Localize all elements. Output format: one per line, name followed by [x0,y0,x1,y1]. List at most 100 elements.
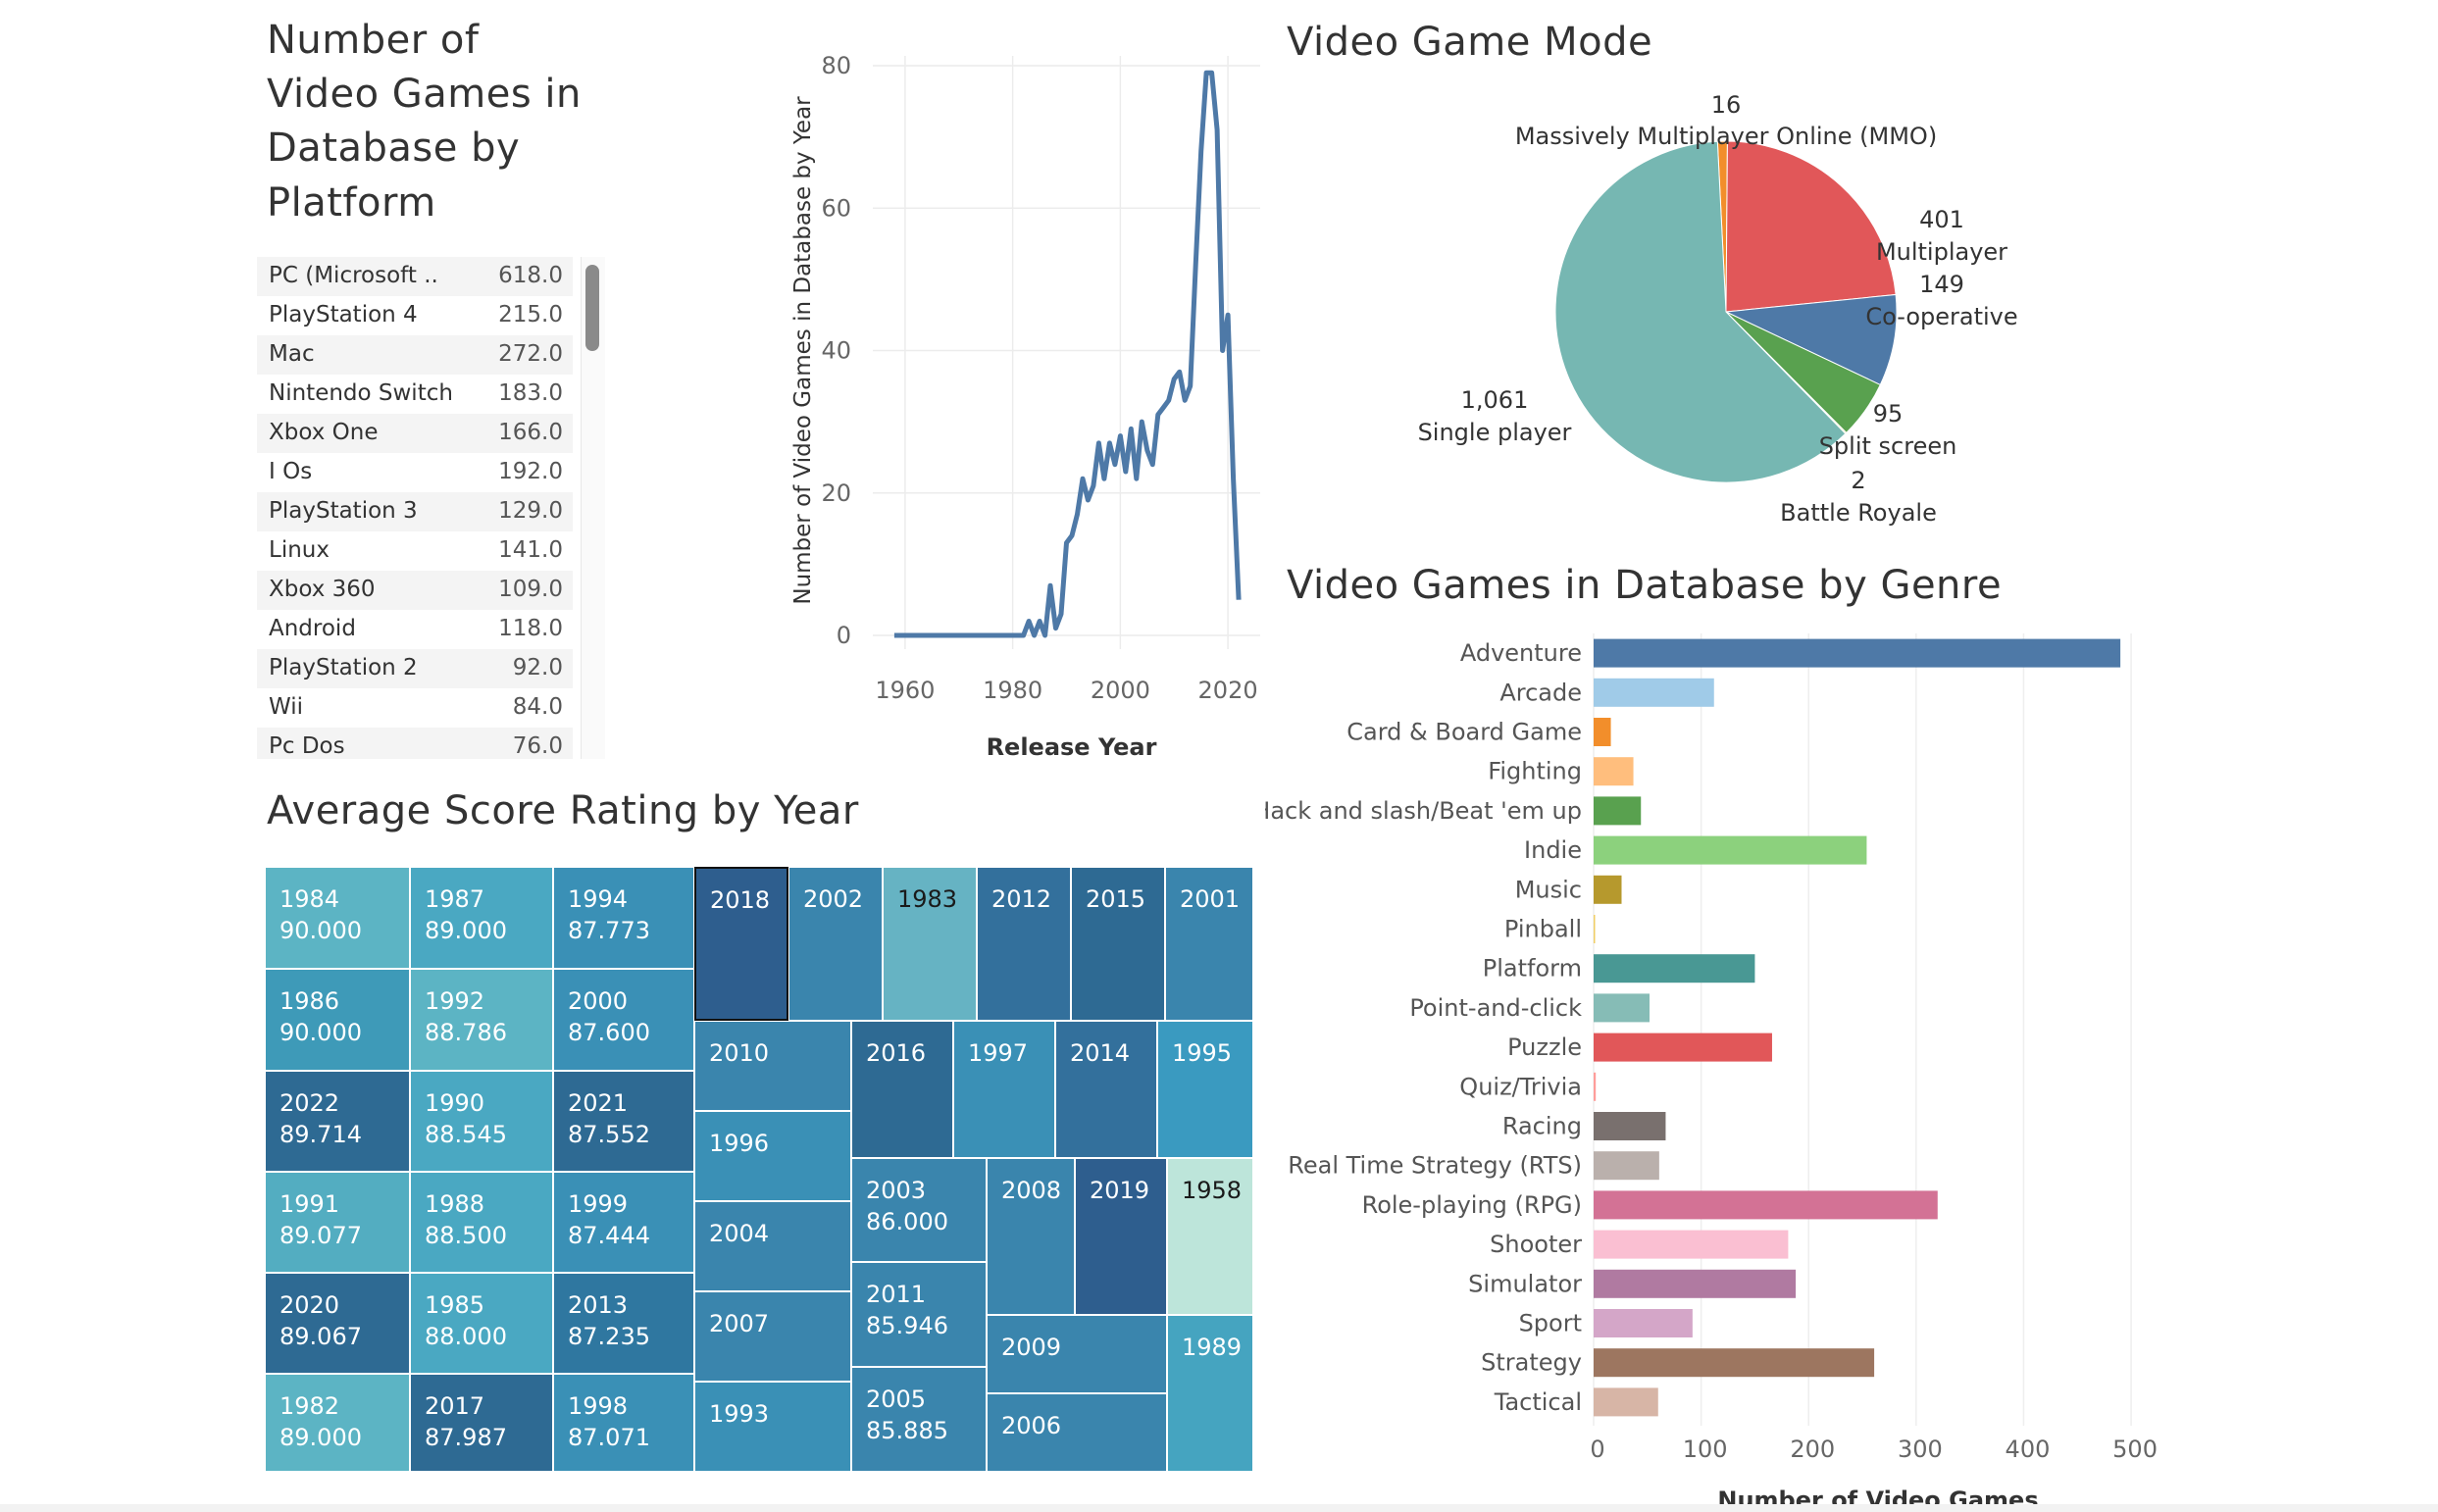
treemap-cell[interactable]: 1999 87.444 [553,1172,694,1273]
platform-table[interactable]: PC (Microsoft .. 618.0 PlayStation 4 215.0 M… [257,257,573,759]
platform-row[interactable]: Nintendo Switch 183.0 [257,375,573,414]
pie-slice-label: Battle Royale [1780,499,1937,527]
table-scrollbar[interactable] [581,257,605,759]
treemap-cell[interactable]: 1994 87.773 [553,867,694,969]
genre-bar [1594,1033,1772,1062]
platform-name: Nintendo Switch [269,380,453,406]
treemap-cell[interactable]: 2020 89.067 [265,1273,410,1374]
treemap-cell[interactable]: 1958 [1167,1158,1253,1315]
treemap-year: 2012 [991,885,1052,913]
platform-count: 92.0 [512,655,563,680]
treemap-year: 1987 [425,885,485,913]
x-tick-label: 400 [2006,1436,2051,1463]
score-treemap[interactable]: 1984 90.000 1986 90.000 2022 89.714 1991 89.077… [265,867,1253,1472]
treemap-cell[interactable]: 1995 [1157,1021,1253,1158]
treemap-year: 1983 [897,885,958,913]
treemap-cell[interactable]: 2001 [1165,867,1253,1021]
bottom-strip [0,1504,2438,1512]
treemap-cell[interactable]: 2003 86.000 [851,1158,987,1262]
treemap-cell-label: 1996 [709,1128,769,1159]
treemap-cell[interactable]: 2007 [694,1291,851,1382]
treemap-cell[interactable]: 2011 85.946 [851,1262,987,1367]
platform-row[interactable]: I Os 192.0 [257,453,573,492]
treemap-cell[interactable]: 2006 [987,1393,1167,1472]
treemap-cell[interactable]: 1989 [1167,1315,1253,1472]
treemap-cell-label: 2010 [709,1037,769,1069]
pie-chart: 16 Massively Multiplayer Online (MMO) 401 M… [1418,91,2018,527]
genre-label: Music [1515,876,1582,903]
treemap-score: 89.077 [279,1222,362,1249]
treemap-year: 1990 [425,1089,485,1117]
pie-slice-label: Co-operative [1865,303,2017,330]
treemap-year: 2003 [866,1177,927,1204]
treemap-cell[interactable]: 2005 85.885 [851,1367,987,1472]
genre-bar [1594,875,1622,904]
treemap-cell[interactable]: 1997 [953,1021,1055,1158]
treemap-cell-label: 2002 [803,883,863,915]
platform-count: 118.0 [498,616,563,641]
treemap-cell[interactable]: 1998 87.071 [553,1374,694,1472]
treemap-cell[interactable]: 2002 [788,867,883,1021]
treemap-cell[interactable]: 1984 90.000 [265,867,410,969]
treemap-cell[interactable]: 2016 [851,1021,953,1158]
treemap-year: 1997 [968,1039,1029,1067]
genre-label: Puzzle [1507,1033,1582,1061]
pie-value-label: 2 [1851,467,1865,494]
treemap-cell[interactable]: 1988 88.500 [410,1172,553,1273]
treemap-cell[interactable]: 1992 88.786 [410,969,553,1071]
treemap-cell[interactable]: 1996 [694,1111,851,1201]
treemap-year: 1996 [709,1130,770,1157]
table-scrollbar-thumb[interactable] [585,265,599,351]
treemap-cell[interactable]: 1982 89.000 [265,1374,410,1472]
treemap-cell[interactable]: 2012 [977,867,1071,1021]
treemap-cell[interactable]: 1983 [883,867,977,1021]
x-tick-label: 200 [1790,1436,1835,1463]
platform-row[interactable]: Xbox One 166.0 [257,414,573,453]
treemap-cell[interactable]: 2022 89.714 [265,1071,410,1172]
platform-row[interactable]: PlayStation 3 129.0 [257,492,573,531]
treemap-cell[interactable]: 1991 89.077 [265,1172,410,1273]
x-tick-label: 1960 [875,677,935,704]
treemap-cell[interactable]: 1985 88.000 [410,1273,553,1374]
treemap-cell[interactable]: 1993 [694,1382,851,1472]
treemap-cell-label: 2003 86.000 [866,1175,948,1237]
treemap-cell[interactable]: 1990 88.545 [410,1071,553,1172]
platform-row[interactable]: Pc Dos 76.0 [257,728,573,759]
platform-row[interactable]: PC (Microsoft .. 618.0 [257,257,573,296]
treemap-cell[interactable]: 2014 [1055,1021,1157,1158]
treemap-cell[interactable]: 1986 90.000 [265,969,410,1071]
platform-name: PlayStation 3 [269,498,418,524]
genre-bar [1594,915,1596,943]
platform-row[interactable]: PlayStation 4 215.0 [257,296,573,335]
treemap-cell-label: 2014 [1070,1037,1130,1069]
platform-row[interactable]: Mac 272.0 [257,335,573,375]
treemap-score: 88.786 [425,1019,507,1046]
platform-count: 84.0 [512,694,563,720]
treemap-cell[interactable]: 2015 [1071,867,1165,1021]
treemap-cell[interactable]: 2013 87.235 [553,1273,694,1374]
treemap-cell[interactable]: 2009 [987,1315,1167,1393]
treemap-cell-label: 2012 [991,883,1051,915]
mode-title: Video Game Mode [1287,20,1653,65]
platform-row[interactable]: Android 118.0 [257,610,573,649]
platform-row[interactable]: Wii 84.0 [257,688,573,728]
treemap-cell-label: 2004 [709,1218,769,1249]
platform-row[interactable]: Xbox 360 109.0 [257,571,573,610]
treemap-cell[interactable]: 2021 87.552 [553,1071,694,1172]
treemap-cell[interactable]: 2010 [694,1021,851,1111]
treemap-cell[interactable]: 2019 [1075,1158,1167,1315]
treemap-cell[interactable]: 2017 87.987 [410,1374,553,1472]
treemap-cell[interactable]: 1987 89.000 [410,867,553,969]
treemap-cell[interactable]: 2018 [694,867,788,1021]
platform-row[interactable]: Linux 141.0 [257,531,573,571]
treemap-cell[interactable]: 2000 87.600 [553,969,694,1071]
x-tick-label: 500 [2112,1436,2158,1463]
platform-count: 618.0 [498,263,563,288]
platform-row[interactable]: PlayStation 2 92.0 [257,649,573,688]
treemap-cell[interactable]: 2008 [987,1158,1075,1315]
treemap-year: 2021 [568,1089,629,1117]
genre-label: Role-playing (RPG) [1362,1191,1582,1219]
treemap-year: 1984 [279,885,340,913]
treemap-cell[interactable]: 2004 [694,1201,851,1291]
score-title: Average Score Rating by Year [267,788,859,833]
